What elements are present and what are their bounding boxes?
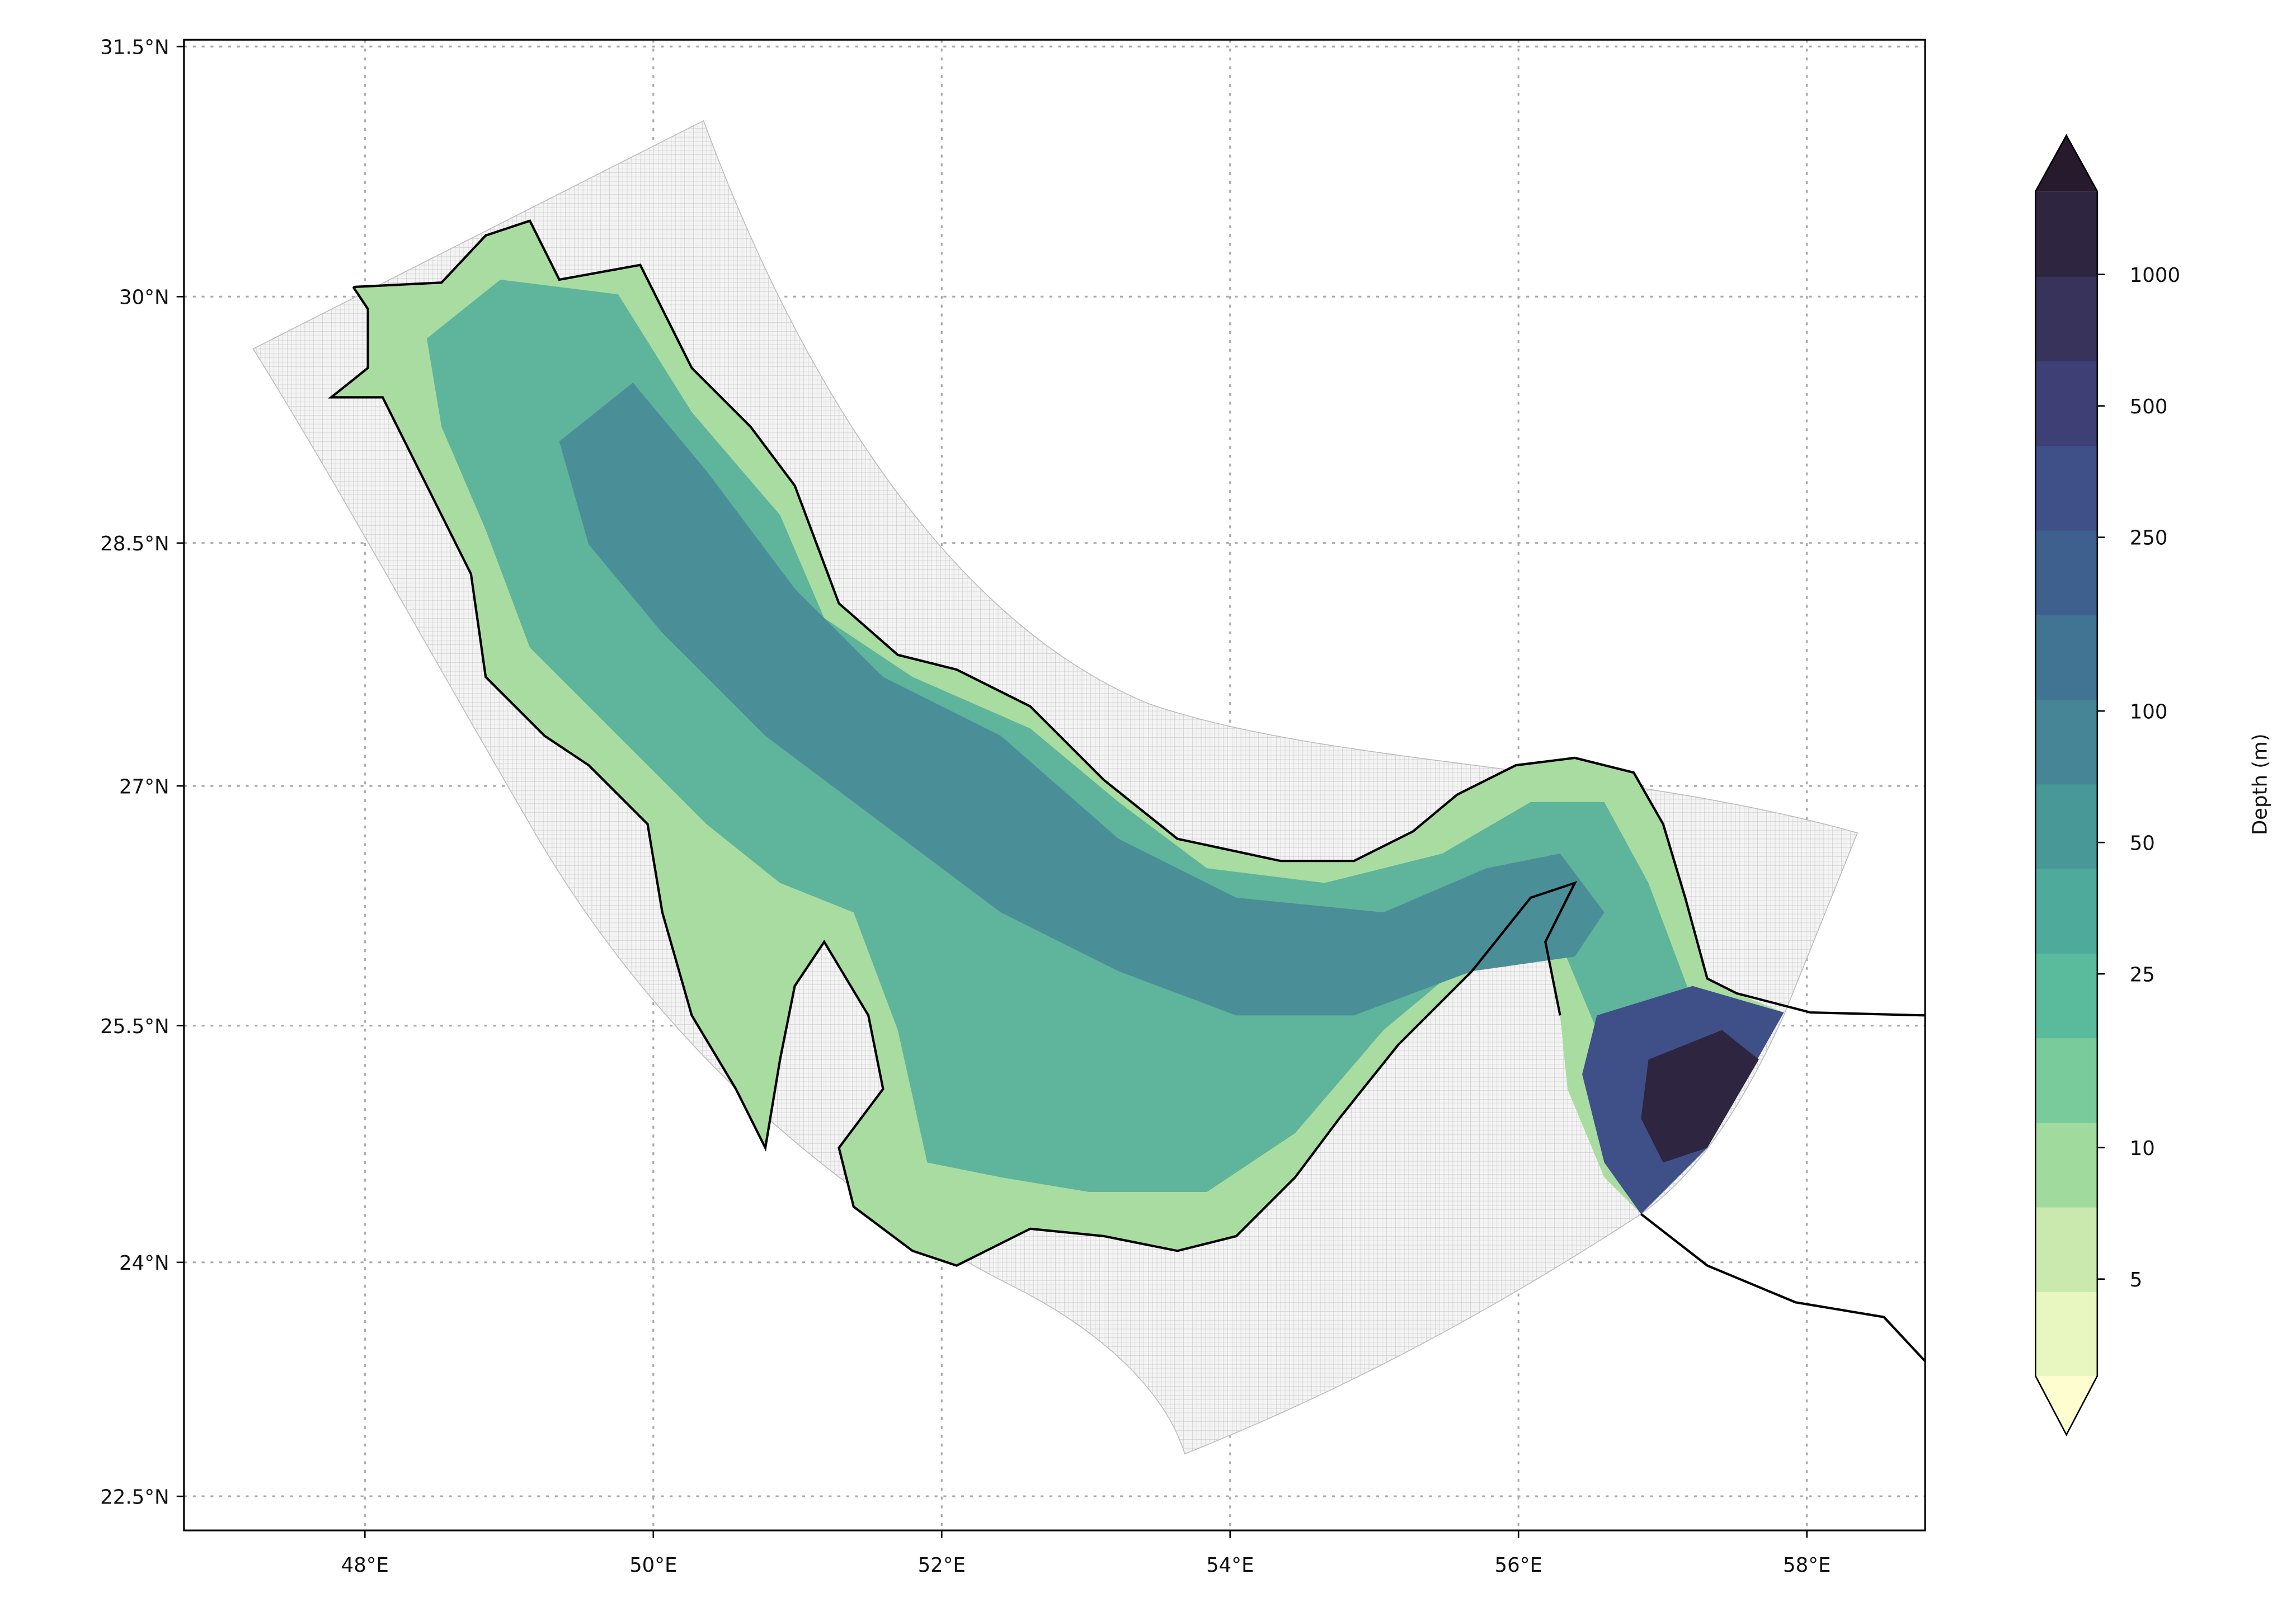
colorbar-band bbox=[2035, 614, 2097, 700]
colorbar-tick-label: 100 bbox=[2130, 700, 2168, 723]
colorbar-band bbox=[2035, 1122, 2097, 1208]
colorbar-band bbox=[2035, 1037, 2097, 1123]
x-tick-label: 48°E bbox=[341, 1554, 389, 1577]
colorbar-band bbox=[2035, 530, 2097, 615]
map-layers bbox=[252, 120, 1926, 1455]
x-tick-label: 52°E bbox=[918, 1554, 966, 1577]
colorbar-band bbox=[2035, 783, 2097, 869]
colorbar-band bbox=[2035, 191, 2097, 277]
y-tick-label: 30°N bbox=[119, 286, 169, 309]
colorbar-band bbox=[2035, 699, 2097, 785]
colorbar-band bbox=[2035, 276, 2097, 361]
colorbar-tick-label: 1000 bbox=[2130, 264, 2180, 287]
colorbar-band bbox=[2035, 1207, 2097, 1292]
oman-deepest bbox=[1641, 1030, 1759, 1163]
colorbar-band bbox=[2035, 445, 2097, 531]
y-tick-label: 27°N bbox=[119, 775, 169, 798]
colorbar-band bbox=[2035, 1291, 2097, 1377]
y-tick-label: 31.5°N bbox=[100, 36, 169, 59]
colorbar-tick-label: 250 bbox=[2130, 527, 2168, 550]
colorbar: 5 10 25 50 100 250 500 1000 bbox=[2035, 134, 2180, 1436]
x-tick-label: 58°E bbox=[1783, 1554, 1831, 1577]
colorbar-tick-label: 10 bbox=[2130, 1137, 2155, 1160]
colorbar-label: Depth (m) bbox=[2248, 733, 2271, 835]
y-tick-label: 22.5°N bbox=[100, 1486, 169, 1509]
axes-frame bbox=[183, 39, 1926, 1531]
colorbar-band bbox=[2035, 360, 2097, 446]
colorbar-tick-label: 50 bbox=[2130, 832, 2155, 855]
colorbar-tick-label: 25 bbox=[2130, 963, 2155, 986]
colorbar-under bbox=[2035, 1375, 2097, 1435]
y-tick-label: 28.5°N bbox=[100, 532, 169, 555]
colorbar-band bbox=[2035, 868, 2097, 954]
x-tick-label: 50°E bbox=[629, 1554, 677, 1577]
x-tick-label: 54°E bbox=[1206, 1554, 1254, 1577]
colorbar-outline bbox=[2035, 134, 2099, 1436]
coastline bbox=[327, 219, 1926, 1362]
colorbar-tick-label: 5 bbox=[2130, 1269, 2143, 1292]
colorbar-band bbox=[2035, 953, 2097, 1039]
colorbar-tick-label: 500 bbox=[2130, 395, 2168, 418]
x-tick-label: 56°E bbox=[1495, 1554, 1542, 1577]
gulf-deep bbox=[559, 383, 1605, 1016]
y-tick-label: 24°N bbox=[119, 1252, 169, 1275]
y-tick-label: 25.5°N bbox=[100, 1015, 169, 1038]
colorbar-over bbox=[2035, 135, 2097, 192]
